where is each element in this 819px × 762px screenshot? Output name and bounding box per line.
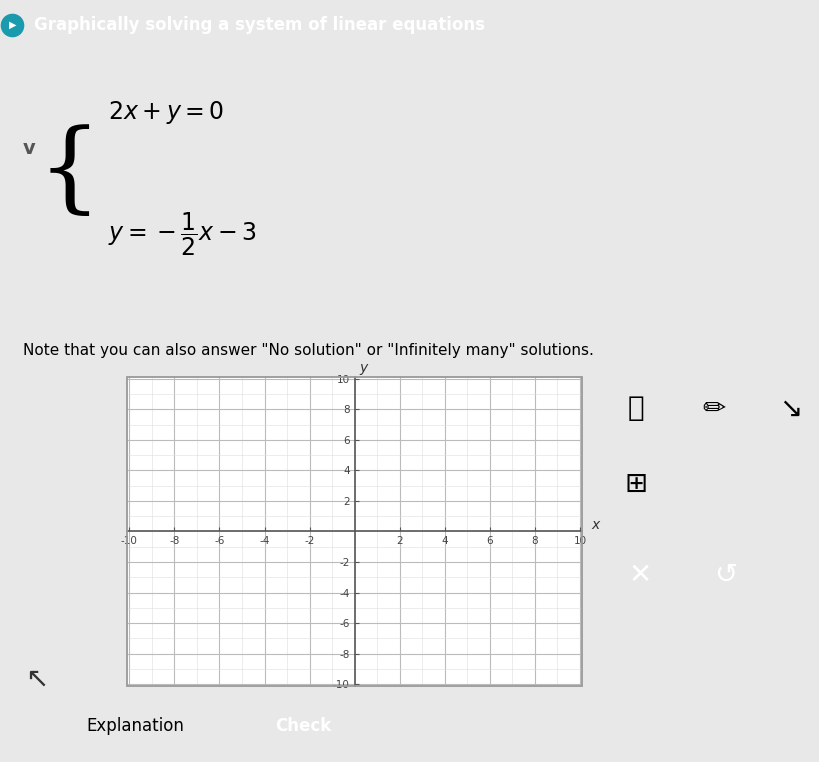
Text: Explanation: Explanation: [86, 717, 184, 735]
Text: ▶: ▶: [8, 20, 16, 30]
Text: y: y: [359, 361, 368, 375]
Text: ⊞: ⊞: [624, 470, 647, 498]
Text: Check: Check: [275, 717, 331, 735]
Text: ↘: ↘: [778, 395, 801, 422]
Text: 🧽: 🧽: [627, 395, 644, 422]
Text: Note that you can also answer "No solution" or "Infinitely many" solutions.: Note that you can also answer "No soluti…: [23, 343, 593, 358]
Text: v: v: [22, 139, 35, 158]
Text: $y=-\dfrac{1}{2}x-3$: $y=-\dfrac{1}{2}x-3$: [108, 211, 256, 258]
Text: ✕: ✕: [628, 561, 651, 588]
Text: ↖: ↖: [25, 664, 48, 692]
Text: ✏: ✏: [701, 395, 724, 422]
Text: $2x+y=0$: $2x+y=0$: [108, 98, 224, 126]
Text: x: x: [590, 518, 600, 533]
Text: ↺: ↺: [713, 561, 736, 588]
Text: {: {: [37, 126, 101, 221]
Text: Graphically solving a system of linear equations: Graphically solving a system of linear e…: [34, 16, 485, 34]
